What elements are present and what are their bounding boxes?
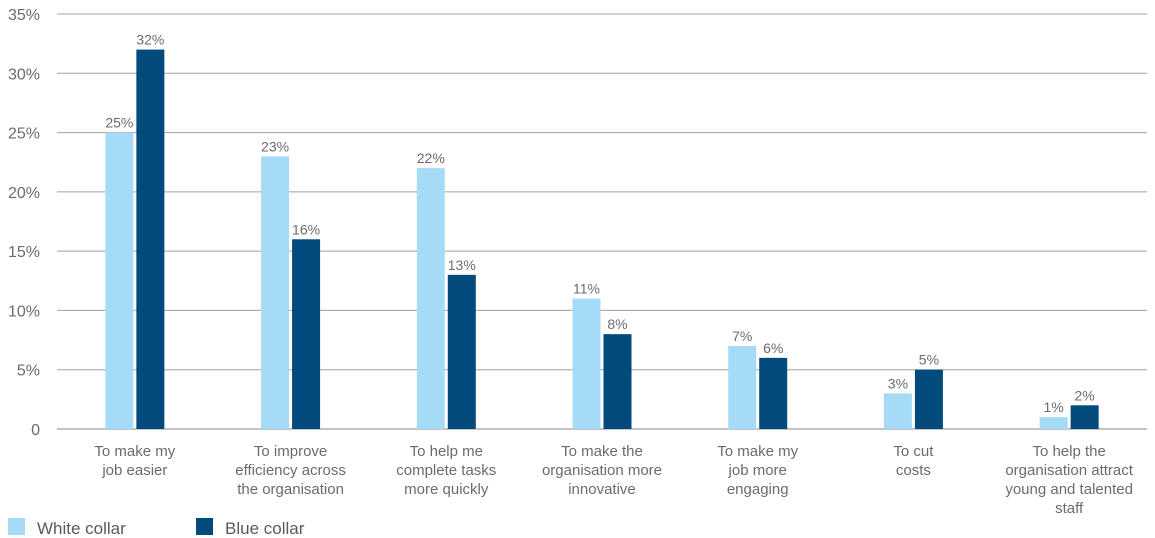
y-tick-label: 5% xyxy=(17,363,40,380)
x-category-label-line: young and talented xyxy=(1005,481,1133,498)
x-category-label-line: job easier xyxy=(101,462,167,479)
data-label: 16% xyxy=(292,221,320,237)
y-tick-label: 25% xyxy=(8,126,40,143)
x-category-label-line: organisation more xyxy=(542,462,662,479)
data-label: 2% xyxy=(1075,387,1095,403)
y-tick-label: 15% xyxy=(8,244,40,261)
x-category-label-line: To improve xyxy=(254,443,327,460)
bar-blue-collar xyxy=(1070,405,1099,429)
x-category-label: To make the organisation more innovative xyxy=(542,443,662,498)
legend-item-blue-collar: Blue collar xyxy=(196,518,305,538)
y-axis: 0 5% 10% 15% 20% 25% 30% 35% xyxy=(8,7,40,439)
legend-swatch xyxy=(8,518,25,535)
x-category-label-line: To make the xyxy=(561,443,643,460)
data-label: 23% xyxy=(261,138,289,154)
data-label: 5% xyxy=(919,352,939,368)
x-category-label-line: staff xyxy=(1055,500,1084,517)
data-label: 1% xyxy=(1044,399,1064,415)
legend-item-white-collar: White collar xyxy=(8,518,126,538)
x-category-label-line: more quickly xyxy=(404,481,489,498)
data-label: 3% xyxy=(888,375,908,391)
x-category-label-line: To help me xyxy=(410,443,483,460)
bar-white-collar xyxy=(728,346,757,429)
data-label: 32% xyxy=(136,32,164,48)
bar-white-collar xyxy=(105,132,134,430)
bar-white-collar xyxy=(1039,417,1068,429)
x-category-label-line: To make my xyxy=(94,443,175,460)
x-category-label: To help the organisation attract young and… xyxy=(1005,443,1133,517)
legend-swatch xyxy=(196,518,213,535)
bar-blue-collar xyxy=(759,357,788,429)
x-category-label-line: costs xyxy=(896,462,931,479)
x-category-label-line: organisation attract xyxy=(1005,462,1133,479)
x-category-label: To cut costs xyxy=(893,443,934,479)
bar-white-collar xyxy=(261,156,290,430)
x-category-label-line: the organisation xyxy=(237,481,344,498)
y-tick-label: 10% xyxy=(8,303,40,320)
data-label: 11% xyxy=(573,281,600,297)
y-tick-label: 30% xyxy=(8,66,40,83)
x-category-label: To help me complete tasks more quickly xyxy=(396,443,496,498)
x-category-label-line: To make my xyxy=(717,443,798,460)
x-category-label-line: job more xyxy=(728,462,787,479)
y-tick-label: 20% xyxy=(8,185,40,202)
x-category-label-line: innovative xyxy=(568,481,636,498)
bar-blue-collar xyxy=(292,239,321,429)
x-category-label-line: complete tasks xyxy=(396,462,496,479)
legend-label: Blue collar xyxy=(225,519,305,538)
x-category-label-line: To cut xyxy=(893,443,934,460)
bar-blue-collar xyxy=(914,369,943,429)
data-label: 8% xyxy=(607,316,627,332)
x-category-label-line: engaging xyxy=(727,481,789,498)
x-axis: To make my job easier To improve efficiency… xyxy=(94,443,1133,517)
data-label: 7% xyxy=(732,328,752,344)
bar-blue-collar xyxy=(136,49,165,429)
x-category-label: To make my job more engaging xyxy=(717,443,798,498)
x-category-label: To improve efficiency across the organisat… xyxy=(235,443,346,498)
x-category-label-line: efficiency across xyxy=(235,462,346,479)
x-category-label: To make my job easier xyxy=(94,443,175,479)
y-tick-label: 0 xyxy=(31,422,40,439)
y-tick-label: 35% xyxy=(8,7,40,24)
bar-white-collar xyxy=(883,393,912,429)
data-labels: 25% 32% 23% 16% 22% 13% 11% 8% 7% 6% 3% 5% 1% 2% xyxy=(105,32,1094,416)
gridlines xyxy=(57,13,1147,430)
data-label: 22% xyxy=(417,150,445,166)
data-label: 25% xyxy=(105,115,133,131)
bar-white-collar xyxy=(416,168,445,429)
data-label: 13% xyxy=(448,257,476,273)
legend-label: White collar xyxy=(37,519,126,538)
bar-blue-collar xyxy=(447,274,476,429)
bars xyxy=(105,49,1099,430)
legend: White collar Blue collar xyxy=(8,518,305,538)
x-category-label-line: To help the xyxy=(1032,443,1105,460)
data-label: 6% xyxy=(763,340,783,356)
bar-white-collar xyxy=(572,298,601,429)
bar-blue-collar xyxy=(603,334,632,429)
